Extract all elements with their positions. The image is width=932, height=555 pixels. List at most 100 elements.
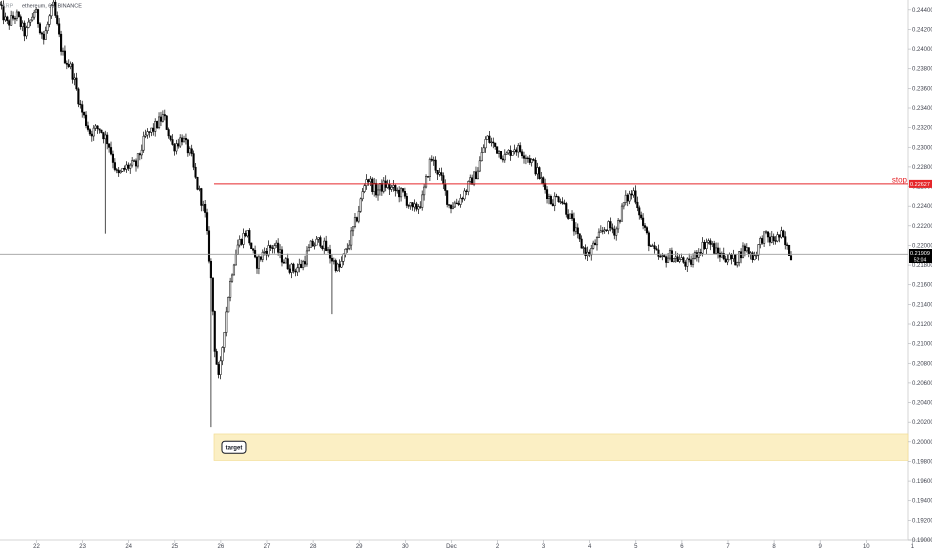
candle-body: [767, 232, 769, 237]
candle-body: [731, 255, 733, 259]
candle-body: [281, 250, 283, 262]
candle-body: [279, 250, 281, 253]
candle-body: [679, 259, 681, 261]
candle-body: [542, 178, 544, 184]
y-tick-label: 0.23200: [912, 126, 932, 132]
candle-body: [112, 154, 114, 162]
candle-body: [104, 135, 106, 139]
candle-body: [97, 126, 99, 129]
candle-body: [516, 150, 518, 152]
candle-body: [358, 211, 360, 221]
candle-body: [231, 275, 233, 281]
candle-body: [151, 128, 153, 132]
candle-body: [548, 196, 550, 199]
candle-body: [39, 24, 41, 33]
candle-body: [469, 178, 471, 182]
candle-body: [129, 165, 131, 168]
candle-body: [633, 191, 635, 195]
candle-body: [781, 231, 783, 237]
candle-body: [389, 184, 391, 189]
candle-body: [487, 136, 489, 139]
candle-body: [623, 203, 625, 207]
candle-body: [512, 152, 514, 156]
y-tick-label: 0.19000: [912, 538, 932, 544]
candle-body: [81, 105, 83, 113]
candle-body: [147, 132, 149, 135]
candle-body: [410, 203, 412, 206]
candle-body: [318, 238, 320, 240]
candle-body: [124, 168, 126, 169]
candle-body: [527, 158, 529, 159]
candle-body: [212, 278, 214, 311]
candle-body: [638, 208, 640, 215]
candle-body: [76, 78, 78, 89]
candle-body: [443, 176, 445, 184]
candle-body: [187, 140, 189, 153]
candle-body: [72, 64, 74, 80]
x-tick-label: 30: [402, 544, 409, 550]
candle-body: [608, 221, 610, 230]
candle-body: [56, 16, 58, 24]
candle-body: [406, 196, 408, 205]
candle-body: [642, 218, 644, 226]
candle-body: [164, 115, 166, 116]
candle-body: [652, 246, 654, 247]
candle-body: [177, 144, 179, 146]
y-tick-label: 0.23800: [912, 67, 932, 73]
candle-body: [456, 203, 458, 204]
candle-body: [58, 24, 60, 34]
candle-body: [149, 132, 151, 133]
candle-body: [546, 190, 548, 199]
y-tick-label: 0.22200: [912, 224, 932, 230]
candle-body: [22, 23, 24, 27]
candle-body: [604, 230, 606, 231]
candle-body: [381, 183, 383, 191]
candle-body: [291, 264, 293, 272]
candle-body: [708, 241, 710, 243]
x-tick-label: 25: [171, 544, 178, 550]
candle-body: [78, 89, 80, 104]
candle-body: [738, 252, 740, 263]
candle-body: [452, 207, 454, 209]
candle-body: [573, 219, 575, 232]
candle-body: [694, 253, 696, 259]
y-tick-label: 0.20400: [912, 401, 932, 407]
candle-body: [339, 264, 341, 267]
candle-body: [156, 121, 158, 127]
pair-text: ethereum, 60, BINANCE: [22, 4, 82, 10]
candle-body: [70, 64, 72, 67]
x-tick-label: 28: [310, 544, 317, 550]
candle-body: [631, 194, 633, 195]
candle-body: [277, 243, 279, 252]
candle-body: [145, 135, 147, 136]
candle-body: [168, 130, 170, 136]
candle-body: [637, 202, 639, 208]
candle-body: [135, 161, 137, 166]
candle-body: [681, 258, 683, 260]
target-zone[interactable]: target: [214, 434, 908, 461]
candle-body: [295, 271, 297, 272]
candle-body: [648, 233, 650, 246]
candle-body: [297, 268, 299, 272]
candle-body: [273, 246, 275, 249]
candle-body: [758, 245, 760, 256]
candle-body: [197, 177, 199, 189]
candle-body: [562, 202, 564, 203]
candle-body: [575, 228, 577, 231]
candle-body: [141, 150, 143, 155]
candle-body: [519, 145, 521, 151]
candle-body: [101, 130, 103, 133]
candle-body: [310, 241, 312, 247]
candle-body: [206, 213, 208, 231]
candle-body: [272, 248, 274, 249]
candle-body: [686, 259, 688, 266]
candle-body: [656, 249, 658, 250]
candle-body: [783, 231, 785, 237]
candle-body: [316, 239, 318, 245]
candle-body: [598, 232, 600, 237]
candle-body: [133, 161, 135, 162]
candle-body: [108, 144, 110, 148]
candle-body: [348, 245, 350, 248]
candle-body: [531, 159, 533, 162]
